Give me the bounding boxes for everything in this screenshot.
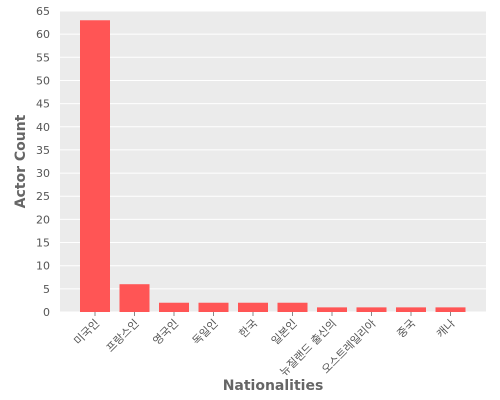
y-tick-label: 15: [36, 237, 50, 250]
y-tick-label: 45: [36, 98, 50, 111]
bar: [238, 302, 268, 312]
y-tick-label: 10: [36, 260, 50, 273]
y-tick-label: 55: [36, 51, 50, 64]
bar: [277, 302, 308, 312]
y-tick-label: 35: [36, 144, 50, 157]
y-tick-label: 50: [36, 74, 50, 87]
x-tick-label: 영국인: [150, 317, 181, 348]
x-tick-label: 독일인: [189, 316, 220, 347]
x-tick-label: 중국: [395, 317, 419, 341]
x-tick-label: 프랑스인: [104, 317, 142, 355]
x-axis-title: Nationalities: [223, 378, 324, 394]
y-axis-title: Actor Count: [13, 114, 29, 208]
bar: [396, 307, 426, 312]
bar: [317, 307, 347, 312]
x-tick-label: 미국인: [71, 317, 102, 348]
bars: [80, 20, 466, 313]
x-tick-label: 일본인: [268, 316, 299, 347]
y-axis-ticks: 0 5 10 15 20 25 30 35 40 45 50 55 60 65: [36, 5, 50, 319]
x-tick-label: 한국: [237, 317, 261, 341]
y-tick-label: 25: [36, 190, 50, 203]
y-tick-label: 30: [36, 167, 50, 180]
bar: [198, 302, 229, 312]
x-tick-label: 캐나: [434, 317, 458, 341]
plot-area: [60, 11, 486, 312]
bar: [356, 307, 387, 312]
grid-lines: [60, 10, 486, 313]
bar: [435, 307, 466, 312]
y-tick-label: 20: [36, 213, 50, 226]
y-tick-label: 65: [36, 5, 50, 18]
bar: [159, 302, 189, 312]
y-tick-label: 40: [36, 121, 50, 134]
bar: [80, 20, 110, 313]
y-tick-label: 5: [43, 283, 50, 296]
y-tick-label: 0: [43, 306, 50, 319]
bar: [119, 284, 150, 312]
y-tick-label: 60: [36, 28, 50, 41]
